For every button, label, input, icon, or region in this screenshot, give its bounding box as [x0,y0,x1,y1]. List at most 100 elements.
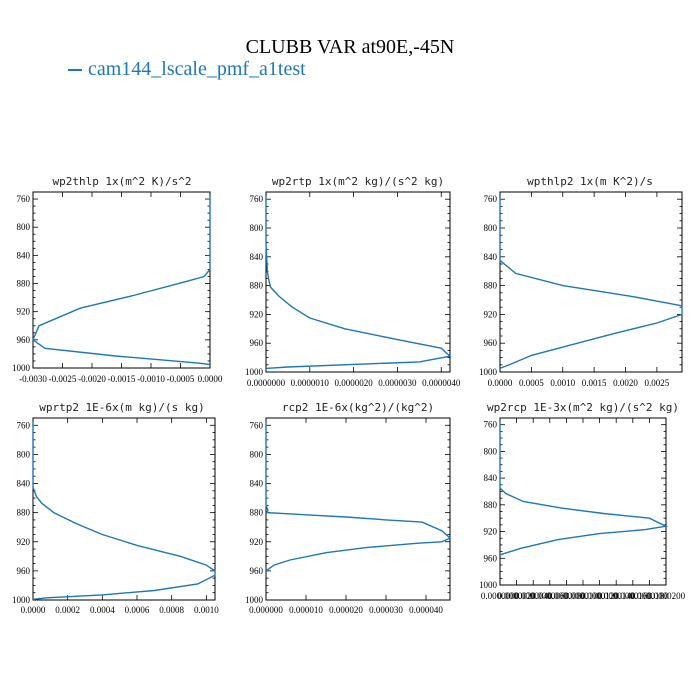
x-tick-label: -0.0020 [78,374,106,384]
y-tick-label: 800 [250,449,264,459]
x-tick-label: 0.0000030 [378,378,417,388]
x-tick-label: 0.0000010 [291,378,330,388]
x-tick-label: 0.000030 [369,605,403,615]
y-tick-label: 880 [17,508,31,518]
plot-frame [265,191,451,373]
plot-frame [32,417,216,601]
y-tick-label: 880 [484,500,498,510]
y-tick-label: 760 [17,194,31,204]
x-tick-label: 0.0000 [21,605,46,615]
x-tick-label: 0.0002 [55,605,80,615]
x-tick-label: 0.0000040 [422,378,461,388]
y-tick-label: 800 [17,449,31,459]
legend: cam144_lscale_pmf_a1test [68,58,306,81]
x-tick-label: 0.0000140 [597,591,636,601]
panel-title: rcp2 1E-6x(kg^2)/(kg^2) [282,401,434,414]
y-tick-label: 960 [484,553,498,563]
x-tick-label: -0.0015 [108,374,136,384]
y-tick-label: 920 [17,537,31,547]
y-tick-label: 960 [484,338,498,348]
x-tick-label: 0.0010 [550,378,575,388]
x-tick-label: 0.0000160 [614,591,653,601]
x-tick-label: 0.0020 [613,378,638,388]
x-tick-label: 0.0000180 [630,591,669,601]
x-tick-label: 0.0004 [90,605,115,615]
y-tick-label: 840 [250,252,264,262]
figure-title: CLUBB VAR at90E,-45N [245,36,455,58]
series-line [265,421,452,572]
plot-frame [265,417,451,601]
x-tick-label: 0.000010 [289,605,323,615]
y-tick-label: 880 [250,281,264,291]
series-line [499,421,669,556]
y-tick-label: 1000 [12,595,31,605]
x-tick-label: 0.0015 [582,378,607,388]
x-tick-label: -0.0030 [19,374,47,384]
series-line [265,195,452,370]
panel-title: wpthlp2 1x(m K^2)/s [527,175,653,188]
y-tick-label: 760 [484,194,498,204]
y-tick-label: 960 [250,566,264,576]
x-tick-label: -0.0005 [167,374,195,384]
x-tick-label: 0.0000060 [531,591,570,601]
y-tick-label: 960 [17,566,31,576]
x-tick-label: -0.0025 [49,374,77,384]
legend-label: cam144_lscale_pmf_a1test [88,58,306,80]
panel-title: wp2rcp 1E-3x(m^2 kg)/(s^2 kg) [487,401,679,414]
series-line [499,195,683,370]
x-tick-label: 0.0000 [198,374,223,384]
y-tick-label: 760 [17,420,31,430]
panel-title: wprtp2 1E-6x(m kg)/(s kg) [39,401,205,414]
x-tick-label: 0.0000 [488,378,513,388]
x-tick-label: 0.0000080 [547,591,586,601]
y-tick-label: 800 [17,222,31,232]
y-tick-label: 760 [250,420,264,430]
y-tick-label: 1000 [245,367,264,377]
x-tick-label: 0.0000100 [564,591,603,601]
x-tick-label: 0.0000200 [647,591,686,601]
y-tick-label: 1000 [479,367,498,377]
x-tick-label: 0.0005 [519,378,544,388]
x-tick-label: 0.0025 [645,378,670,388]
y-tick-label: 760 [250,194,264,204]
y-tick-label: 920 [484,527,498,537]
y-tick-label: 840 [250,479,264,489]
plot-frame [499,191,683,373]
y-tick-label: 1000 [12,363,31,373]
series-line [32,195,211,366]
x-tick-label: 0.0000020 [497,591,536,601]
y-tick-label: 920 [250,537,264,547]
series-line [32,421,216,600]
x-tick-label: 0.000040 [409,605,443,615]
y-tick-label: 840 [484,252,498,262]
x-tick-label: 0.000020 [329,605,363,615]
panel-title: wp2rtp 1x(m^2 kg)/(s^2 kg) [272,175,444,188]
y-tick-label: 920 [17,307,31,317]
y-tick-label: 960 [250,338,264,348]
y-tick-label: 920 [250,309,264,319]
x-tick-label: 0.0000000 [247,378,286,388]
y-tick-label: 800 [484,446,498,456]
x-tick-label: 0.0008 [159,605,184,615]
panel-title: wp2thlp 1x(m^2 K)/s^2 [52,175,191,188]
y-tick-label: 960 [17,335,31,345]
y-tick-label: 920 [484,309,498,319]
y-tick-label: 880 [250,508,264,518]
y-tick-label: 840 [17,250,31,260]
x-tick-label: 0.0000020 [334,378,373,388]
x-tick-label: -0.0010 [137,374,165,384]
y-tick-label: 880 [484,281,498,291]
y-tick-label: 1000 [245,595,264,605]
y-tick-label: 800 [484,223,498,233]
y-tick-label: 760 [484,420,498,430]
y-tick-label: 880 [17,279,31,289]
y-tick-label: 1000 [479,580,498,590]
y-tick-label: 840 [484,473,498,483]
legend-swatch [68,69,82,72]
x-tick-label: 0.0000120 [580,591,619,601]
x-tick-label: 0.0006 [125,605,150,615]
x-tick-label: 0.0000040 [514,591,553,601]
y-tick-label: 840 [17,479,31,489]
x-tick-label: 0.0010 [194,605,219,615]
